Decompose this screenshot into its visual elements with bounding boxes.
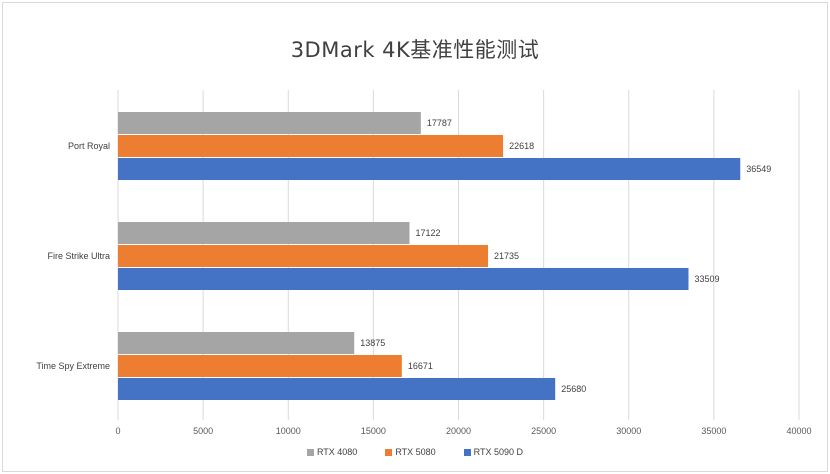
x-tick-label-2: 10000: [276, 426, 301, 436]
x-tick-label-0: 0: [115, 426, 120, 436]
x-tick-label-4: 20000: [446, 426, 471, 436]
legend-swatch-rtx-5080: [385, 448, 393, 456]
data-label-1-1: 21735: [494, 251, 519, 261]
legend-item-rtx-5090-d: RTX 5090 D: [463, 447, 524, 457]
bar-2-2: [118, 378, 556, 400]
x-tick-label-6: 30000: [616, 426, 641, 436]
category-label-1: Fire Strike Ultra: [47, 251, 110, 261]
legend-item-rtx-5080: RTX 5080: [385, 447, 436, 457]
data-label-1-2: 33509: [694, 274, 719, 284]
legend-item-rtx-4080: RTX 4080: [306, 447, 358, 457]
bar-1-1: [118, 245, 489, 267]
chart-title: 3DMark 4K基准性能测试: [290, 38, 540, 62]
legend-label-rtx-5080: RTX 5080: [395, 447, 436, 457]
data-label-2-2: 25680: [561, 384, 586, 394]
bar-0-1: [118, 135, 504, 157]
x-tick-label-5: 25000: [531, 426, 556, 436]
category-label-2: Time Spy Extreme: [36, 361, 110, 371]
x-tick-label-1: 5000: [193, 426, 213, 436]
legend-label-rtx-5090-d: RTX 5090 D: [473, 447, 524, 457]
data-label-0-1: 22618: [509, 141, 534, 151]
category-label-0: Port Royal: [68, 141, 110, 151]
bar-1-0: [118, 222, 410, 244]
bar-0-2: [118, 158, 741, 180]
data-label-0-2: 36549: [746, 164, 771, 174]
legend-swatch-rtx-5090-d: [463, 448, 471, 456]
x-tick-label-8: 40000: [786, 426, 811, 436]
data-label-2-0: 13875: [360, 338, 385, 348]
data-label-1-0: 17122: [416, 228, 441, 238]
bar-1-2: [118, 268, 689, 290]
data-label-0-0: 17787: [427, 118, 452, 128]
x-tick-label-3: 15000: [361, 426, 386, 436]
data-label-2-1: 16671: [408, 361, 433, 371]
bar-2-0: [118, 332, 355, 354]
legend-label-rtx-4080: RTX 4080: [316, 447, 358, 457]
bar-2-1: [118, 355, 402, 377]
x-tick-label-7: 35000: [701, 426, 726, 436]
chart-legend: RTX 4080 RTX 5080 RTX 5090 D: [0, 447, 830, 457]
legend-swatch-rtx-4080: [306, 448, 314, 456]
bar-0-0: [118, 112, 421, 134]
